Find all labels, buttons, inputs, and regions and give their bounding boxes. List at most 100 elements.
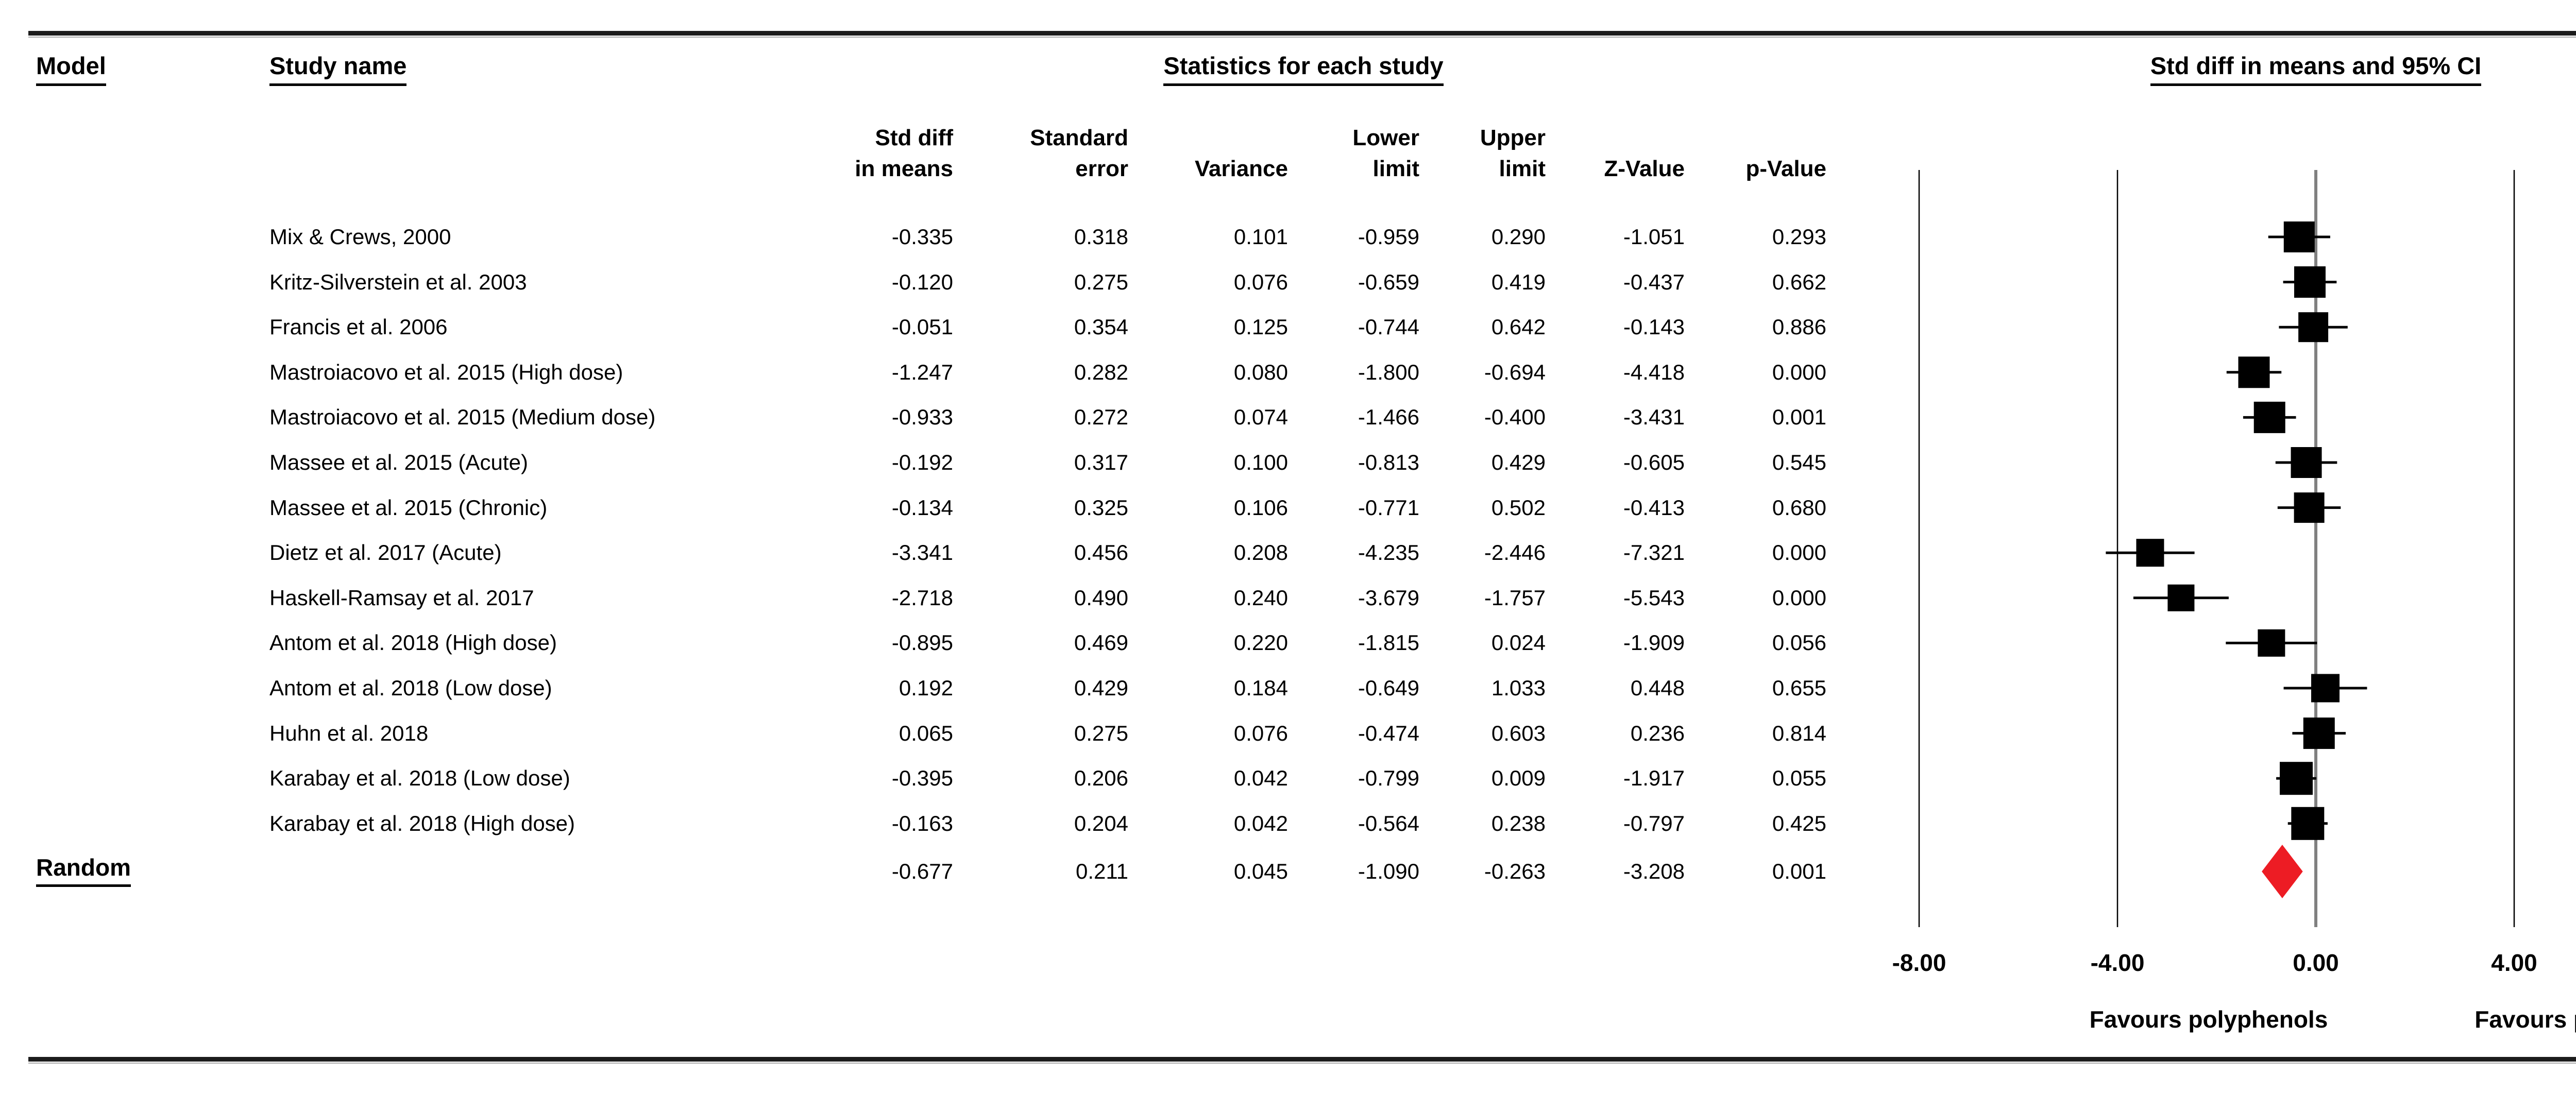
stat-value: -3.431 <box>1623 405 1685 429</box>
stat-value: 0.240 <box>1233 586 1288 610</box>
stat-value: 0.429 <box>1491 450 1546 474</box>
stat-value: -0.813 <box>1358 450 1419 474</box>
effect-square <box>2294 266 2326 298</box>
stat-value: 0.275 <box>1074 270 1128 294</box>
stat-value: 0.055 <box>1772 766 1826 790</box>
stat-value: -0.120 <box>891 270 953 294</box>
model-column-header: Model <box>36 52 106 86</box>
stat-value: -0.564 <box>1358 811 1419 835</box>
stat-value: -1.247 <box>891 360 953 384</box>
stat-value: 0.065 <box>899 721 953 745</box>
stat-column-header: Upper limit <box>1480 125 1546 181</box>
stat-value: 0.074 <box>1233 405 1288 429</box>
stat-value: -0.051 <box>891 315 953 339</box>
stat-value: -3.208 <box>1623 859 1685 883</box>
stat-value: 0.100 <box>1233 450 1288 474</box>
study-name: Mix & Crews, 2000 <box>269 225 451 249</box>
statistics-section-header: Statistics for each study <box>1123 52 1484 86</box>
stat-value: -0.799 <box>1358 766 1419 790</box>
effect-square <box>2258 629 2285 657</box>
stat-value: 0.184 <box>1233 676 1288 700</box>
stat-value: 0.642 <box>1491 315 1546 339</box>
stat-value: 0.000 <box>1772 540 1826 565</box>
effect-square <box>2291 807 2325 840</box>
plot-section-header: Std diff in means and 95% CI <box>2099 52 2532 86</box>
stat-value: -3.679 <box>1358 586 1419 610</box>
stat-value: -3.341 <box>891 540 953 565</box>
stat-value: -0.659 <box>1358 270 1419 294</box>
stat-value: -0.649 <box>1358 676 1419 700</box>
stat-column-header: p-Value <box>1745 156 1827 181</box>
stat-value: -1.917 <box>1623 766 1685 790</box>
stat-value: -1.757 <box>1484 586 1546 610</box>
axis-tick-label: -4.00 <box>2090 949 2145 976</box>
stat-value: 0.655 <box>1772 676 1826 700</box>
stat-value: 0.056 <box>1772 630 1826 655</box>
effect-square <box>2294 492 2325 523</box>
stat-value: 0.080 <box>1233 360 1288 384</box>
effect-square <box>2311 674 2340 703</box>
stat-value: -0.895 <box>891 630 953 655</box>
stat-value: 0.000 <box>1772 586 1826 610</box>
stat-column-header: Std diff in means <box>855 125 953 181</box>
stat-value: -0.797 <box>1623 811 1685 835</box>
stat-column-header: Variance <box>1194 156 1288 181</box>
stat-value: 0.282 <box>1074 360 1128 384</box>
stat-value: 0.425 <box>1772 811 1826 835</box>
stat-value: -0.395 <box>891 766 953 790</box>
stat-value: 0.318 <box>1074 225 1128 249</box>
stat-value: -1.815 <box>1358 630 1419 655</box>
favours-left-label: Favours polyphenols <box>2089 1006 2328 1033</box>
stat-value: 0.603 <box>1491 721 1546 745</box>
stat-value: 0.448 <box>1630 676 1685 700</box>
study-name: Huhn et al. 2018 <box>269 721 429 745</box>
study-name: Mastroiacovo et al. 2015 (High dose) <box>269 360 623 384</box>
stat-value: 0.076 <box>1233 270 1288 294</box>
axis-tick-label: 0.00 <box>2293 949 2339 976</box>
stat-value: -7.321 <box>1623 540 1685 565</box>
effect-square <box>2298 312 2329 343</box>
stat-value: 0.317 <box>1074 450 1128 474</box>
stat-value: 0.354 <box>1074 315 1128 339</box>
stat-value: -0.163 <box>891 811 953 835</box>
stat-value: 0.502 <box>1491 495 1546 520</box>
stat-value: 0.009 <box>1491 766 1546 790</box>
stat-value: -0.771 <box>1358 495 1419 520</box>
stat-value: -0.335 <box>891 225 953 249</box>
study-name: Dietz et al. 2017 (Acute) <box>269 540 502 565</box>
stat-value: 0.275 <box>1074 721 1128 745</box>
stat-value: 0.456 <box>1074 540 1128 565</box>
stat-value: -1.800 <box>1358 360 1419 384</box>
stat-value: 0.208 <box>1233 540 1288 565</box>
stat-value: 0.293 <box>1772 225 1826 249</box>
stat-value: -0.413 <box>1623 495 1685 520</box>
study-name: Karabay et al. 2018 (Low dose) <box>269 766 570 790</box>
stat-value: -1.466 <box>1358 405 1419 429</box>
summary-model-label: Random <box>36 853 131 887</box>
stat-value: 0.024 <box>1491 630 1546 655</box>
stat-value: 0.042 <box>1233 766 1288 790</box>
stat-value: 0.001 <box>1772 405 1826 429</box>
study-name: Kritz-Silverstein et al. 2003 <box>269 270 527 294</box>
study-name: Antom et al. 2018 (Low dose) <box>269 676 552 700</box>
stat-value: 0.125 <box>1233 315 1288 339</box>
effect-square <box>2303 717 2335 749</box>
stat-value: 0.419 <box>1491 270 1546 294</box>
stat-value: -4.235 <box>1358 540 1419 565</box>
effect-square <box>2253 401 2285 433</box>
effect-square <box>2136 539 2164 567</box>
study-name: Haskell-Ramsay et al. 2017 <box>269 586 534 610</box>
stat-value: 0.469 <box>1074 630 1128 655</box>
stat-column-header: Lower limit <box>1352 125 1419 181</box>
stat-value: 0.211 <box>1076 859 1128 883</box>
study-name: Francis et al. 2006 <box>269 315 448 339</box>
stat-value: 0.545 <box>1772 450 1826 474</box>
stat-value: 0.001 <box>1772 859 1826 883</box>
stat-value: -0.192 <box>891 450 953 474</box>
stat-value: -1.090 <box>1358 859 1419 883</box>
stat-value: -0.134 <box>891 495 953 520</box>
stat-value: 0.680 <box>1772 495 1826 520</box>
stat-value: -0.959 <box>1358 225 1419 249</box>
